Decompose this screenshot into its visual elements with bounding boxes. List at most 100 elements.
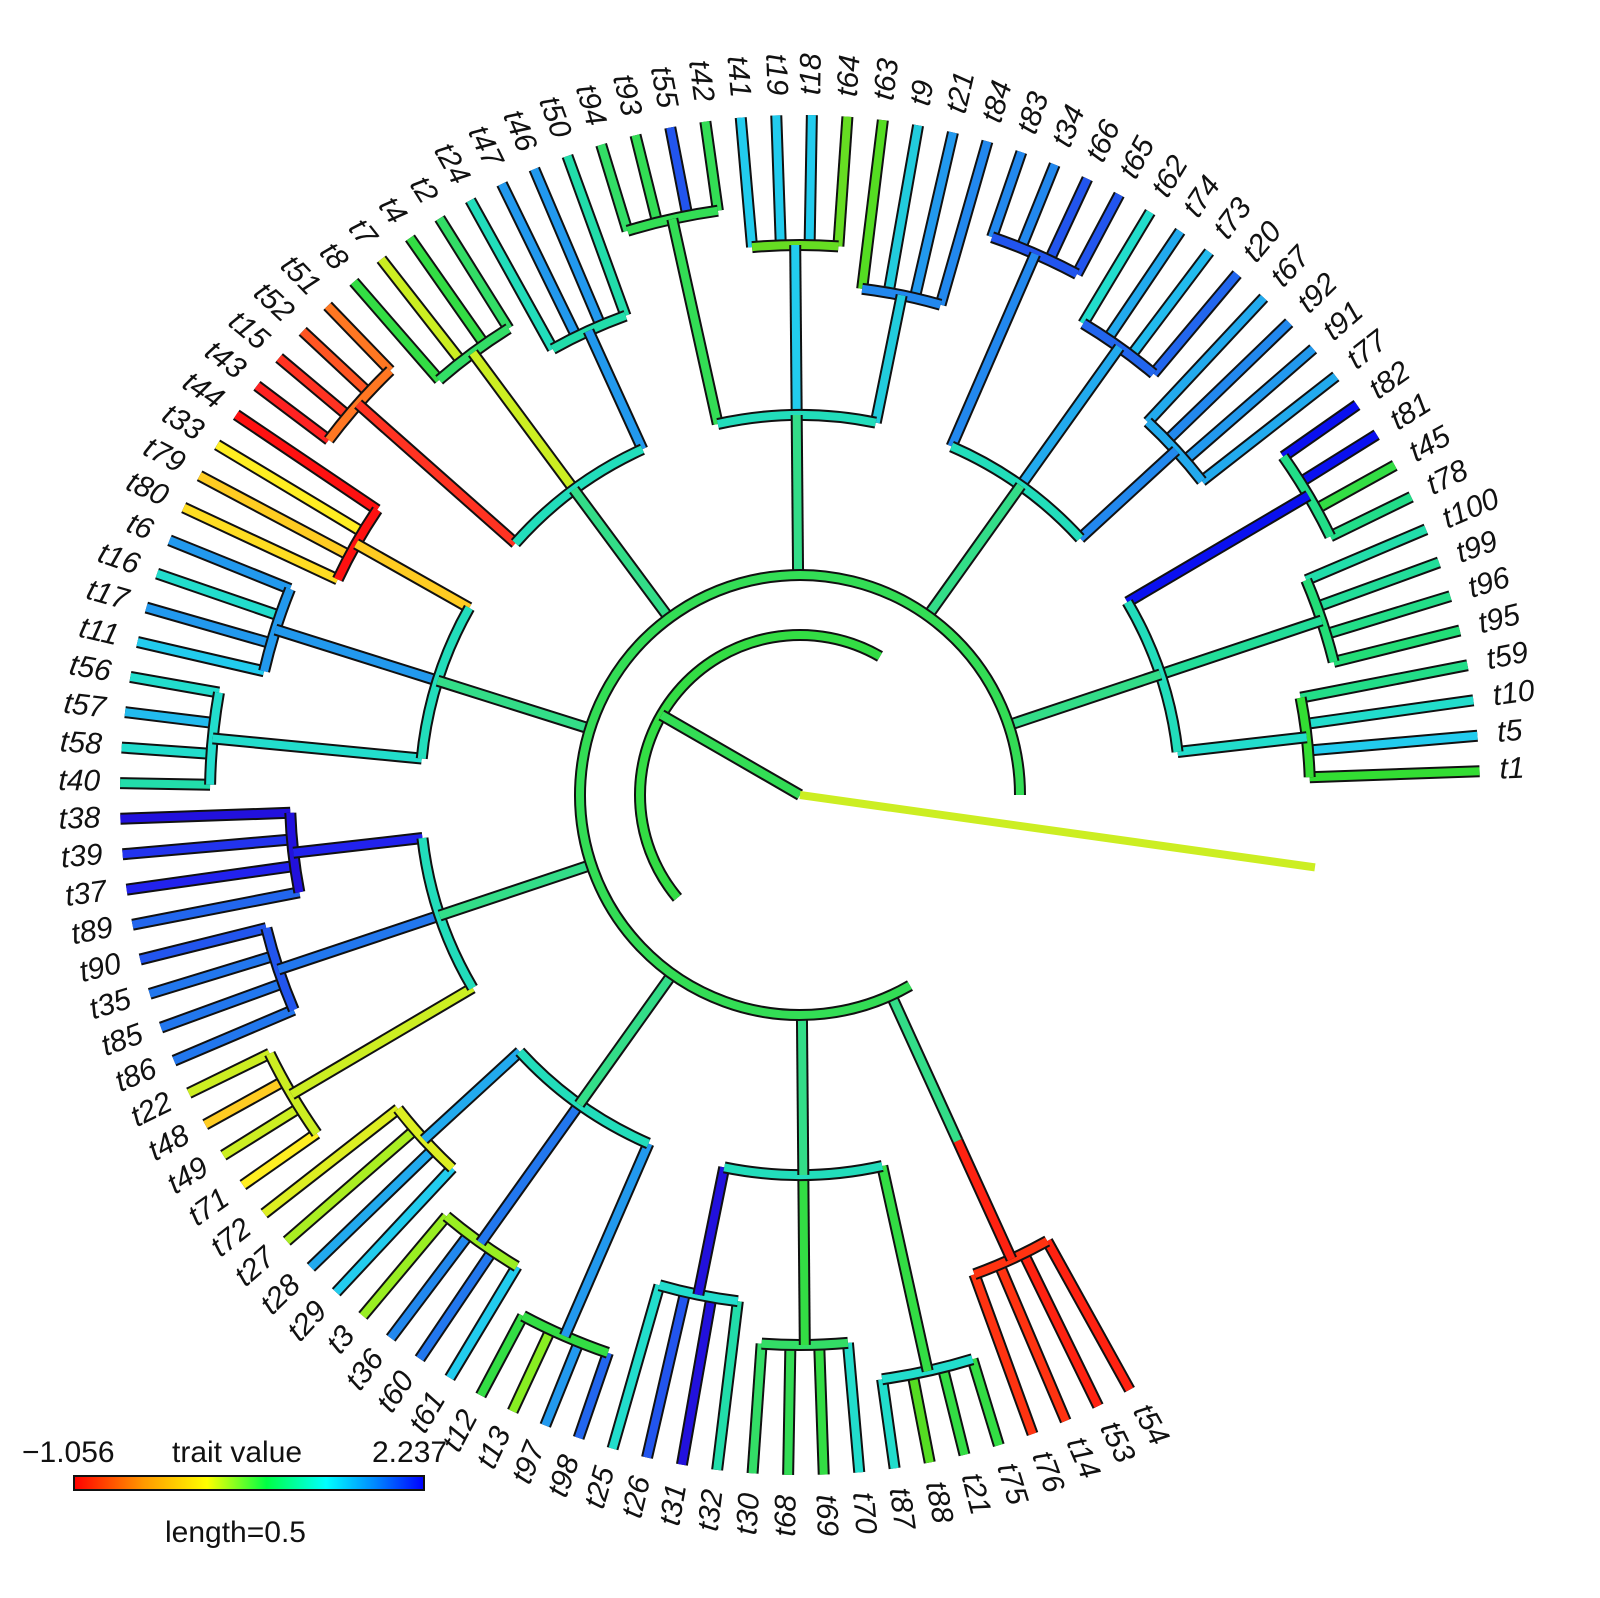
branch — [1177, 733, 1308, 756]
tip-label: t30 — [730, 1492, 766, 1536]
branch — [805, 115, 816, 246]
branch — [713, 1300, 742, 1471]
branch — [406, 235, 488, 347]
branch — [131, 888, 301, 929]
branch — [1199, 373, 1339, 485]
branch — [436, 216, 512, 331]
branch — [1309, 767, 1480, 782]
branch — [120, 808, 291, 823]
tip-label: t19 — [759, 53, 793, 96]
tip-label: t84 — [976, 77, 1019, 126]
branch — [1304, 525, 1428, 584]
branch — [936, 140, 992, 306]
branch — [477, 1314, 527, 1398]
tip-label: t64 — [831, 54, 867, 98]
branch — [1298, 431, 1379, 486]
branch — [910, 131, 957, 299]
branch — [563, 154, 630, 318]
branch — [136, 638, 265, 676]
branch — [1019, 1251, 1102, 1408]
tip-label: t93 — [606, 71, 648, 120]
branch — [324, 303, 394, 374]
branch — [631, 134, 662, 224]
branch — [792, 414, 803, 576]
branch — [541, 1340, 583, 1427]
branch — [274, 625, 439, 685]
arc — [1123, 600, 1182, 753]
branch — [299, 328, 372, 396]
tip-label: t11 — [76, 611, 122, 652]
tip-label: t56 — [67, 648, 114, 688]
tip-label: t95 — [1475, 598, 1524, 640]
branch — [308, 1146, 436, 1271]
tip-label: t41 — [720, 55, 757, 99]
branch — [1043, 1239, 1134, 1392]
branch — [1307, 731, 1478, 755]
branch — [1314, 461, 1397, 513]
tree-branches — [119, 114, 1480, 1476]
branch — [666, 126, 692, 217]
tip-label: t63 — [867, 56, 905, 102]
tip-label: t21 — [955, 1470, 997, 1518]
branch — [878, 1165, 932, 1372]
branch — [129, 672, 220, 697]
branch — [508, 1328, 555, 1413]
tip-label: t55 — [644, 63, 684, 111]
arc — [636, 631, 882, 901]
tip-label: t40 — [58, 764, 101, 798]
tip-label: t90 — [76, 947, 125, 989]
branch — [145, 603, 273, 648]
tip-label: t88 — [919, 1479, 959, 1527]
legend-title: trait value — [172, 1436, 302, 1469]
tip-label: t1 — [1499, 752, 1525, 786]
branch — [197, 472, 352, 560]
branch — [1315, 558, 1441, 611]
branch — [126, 862, 296, 894]
tip-label: t5 — [1496, 714, 1524, 749]
tip-label: t69 — [810, 1494, 844, 1537]
branch — [815, 1344, 828, 1475]
legend-length-label: length=0.5 — [165, 1516, 306, 1549]
tip-label: t38 — [58, 801, 101, 835]
tip-label: t57 — [62, 687, 109, 725]
branch — [172, 1006, 296, 1065]
tip-label: t96 — [1464, 561, 1514, 605]
branch — [570, 487, 673, 621]
branch — [1164, 319, 1292, 444]
branch — [276, 354, 351, 419]
branch — [421, 1048, 523, 1143]
branch — [1182, 345, 1316, 464]
tip-label: t31 — [653, 1481, 693, 1528]
legend-min-label: −1.056 — [22, 1436, 115, 1469]
branch — [1150, 271, 1241, 377]
branch — [289, 984, 475, 1098]
branch — [203, 1077, 286, 1129]
tip-label: t10 — [1491, 674, 1537, 713]
branch — [1127, 249, 1213, 359]
branch — [1332, 626, 1461, 666]
branch — [736, 117, 757, 248]
branch — [168, 536, 292, 593]
branch — [748, 1343, 766, 1474]
branch — [1159, 616, 1323, 679]
branch — [947, 252, 1039, 449]
branch — [416, 1248, 496, 1361]
arc — [949, 442, 1084, 541]
branch — [234, 411, 380, 514]
branch — [292, 834, 423, 857]
tip-label: t75 — [990, 1459, 1034, 1509]
branch — [350, 279, 443, 383]
branch — [215, 441, 365, 536]
branch — [359, 1213, 450, 1319]
branch — [354, 540, 472, 612]
branch — [988, 150, 1026, 239]
branch — [477, 1102, 583, 1246]
legend-max-label: 2.237 — [372, 1436, 447, 1469]
branch — [938, 1366, 969, 1456]
branch — [446, 1264, 521, 1380]
arc — [417, 605, 473, 759]
branch — [843, 1342, 864, 1473]
branch — [378, 256, 465, 365]
branch — [124, 708, 215, 728]
